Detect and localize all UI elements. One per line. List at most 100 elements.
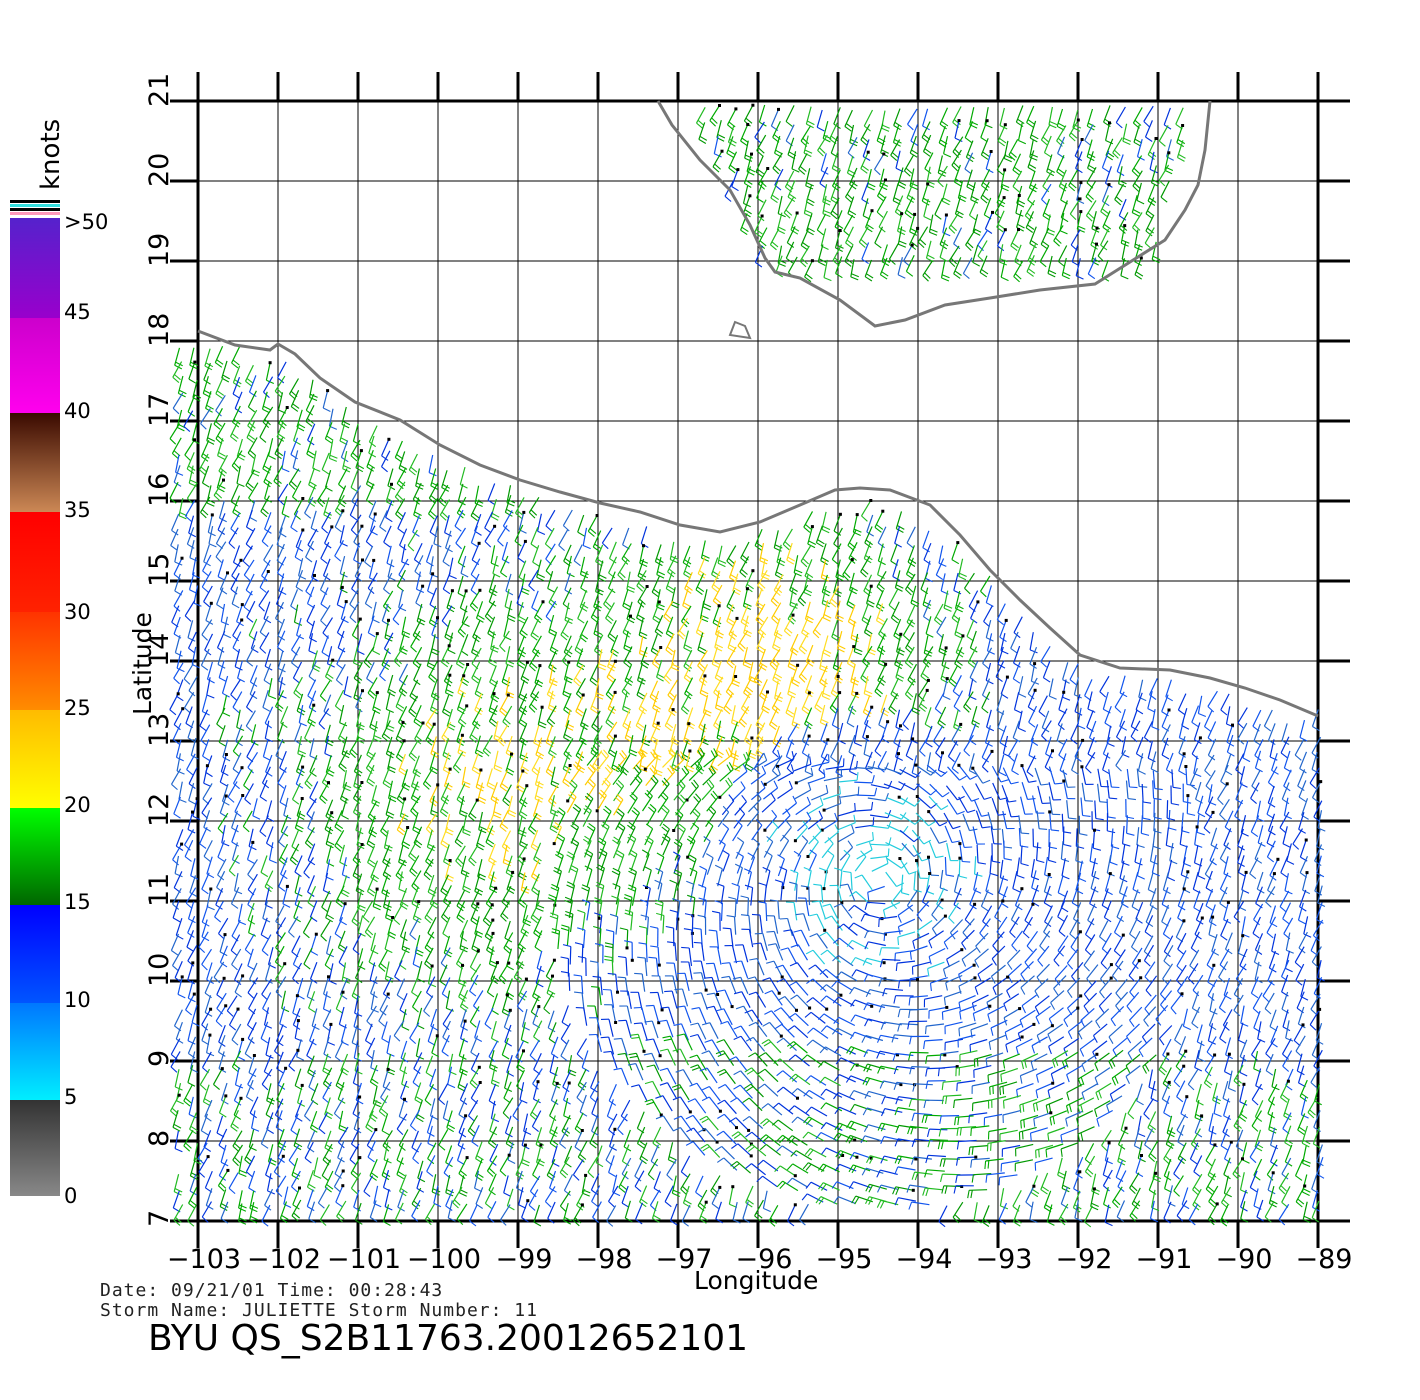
wind-barb <box>220 754 227 772</box>
wind-barb <box>1166 800 1169 819</box>
wind-barb-flag <box>363 661 371 669</box>
rain-flag-dot <box>239 558 243 562</box>
colorbar-segment-1 <box>10 905 60 1003</box>
wind-barb-flag <box>1029 649 1038 654</box>
wind-barb-flag <box>200 739 208 747</box>
wind-barb-flag <box>309 498 317 504</box>
wind-barb-flag <box>413 769 422 775</box>
wind-barb-flag <box>579 606 588 612</box>
wind-barb <box>1205 770 1216 787</box>
wind-barb-flag <box>739 642 746 650</box>
rain-flag-dot <box>375 691 379 695</box>
wind-barb-flag <box>982 194 989 201</box>
wind-barb-flag <box>394 457 403 463</box>
wind-barb-flag <box>1115 196 1123 203</box>
wind-barb <box>184 500 196 517</box>
wind-barb-flag <box>984 124 993 129</box>
wind-barb-flag <box>728 167 736 174</box>
wind-barb-flag <box>850 138 859 144</box>
wind-barb-flag <box>771 707 779 714</box>
rain-flag-dot <box>807 734 811 738</box>
wind-barb-flag <box>339 722 348 727</box>
wind-barb <box>747 737 753 756</box>
wind-barb <box>265 754 273 773</box>
wind-barb-flag <box>545 771 554 778</box>
wind-barb <box>383 632 394 649</box>
wind-barb-flag <box>1027 798 1036 800</box>
wind-barb-flag <box>845 242 853 249</box>
wind-barb-flag <box>370 723 378 729</box>
wind-barb-flag <box>319 695 327 702</box>
wind-barb-flag <box>1102 167 1110 173</box>
wind-barb-flag <box>878 226 886 233</box>
wind-barb-flag <box>624 680 633 686</box>
wind-barb <box>737 630 749 647</box>
wind-barb-flag <box>728 659 735 666</box>
wind-barb-flag <box>802 137 809 145</box>
wind-barb-flag <box>1280 752 1288 759</box>
wind-barb <box>187 631 197 649</box>
wind-barb-flag <box>187 737 196 743</box>
wind-barb-flag <box>823 614 832 619</box>
wind-barb <box>1158 164 1170 181</box>
wind-barb-flag <box>950 224 957 232</box>
wind-barb-flag <box>1256 817 1265 822</box>
wind-barb <box>1041 710 1050 728</box>
wind-barb <box>577 601 586 619</box>
wind-barb-flag <box>776 766 781 775</box>
rain-flag-dot <box>581 693 585 697</box>
wind-barb <box>854 766 873 770</box>
wind-barb <box>232 691 243 708</box>
wind-barb <box>928 795 942 811</box>
wind-barb-flag <box>245 485 253 492</box>
wind-barb-flag <box>326 435 334 441</box>
wind-barb <box>203 810 211 828</box>
wind-barb-flag <box>217 529 226 535</box>
wind-barb-flag <box>858 241 866 248</box>
wind-barb-flag <box>233 561 241 567</box>
wind-barb <box>278 825 289 843</box>
wind-barb-flag <box>820 718 829 724</box>
wind-barb <box>812 616 824 633</box>
wind-barb-flag <box>1101 208 1109 214</box>
wind-barb-flag <box>1021 832 1030 835</box>
wind-barb <box>351 485 362 502</box>
wind-barb-flag <box>818 258 827 263</box>
wind-barb <box>428 482 439 499</box>
wind-barb <box>731 787 746 802</box>
wind-barb <box>830 740 839 758</box>
wind-barb <box>208 525 214 544</box>
wind-barb <box>1106 780 1110 799</box>
wind-barb <box>980 120 988 138</box>
wind-barb-flag <box>950 678 957 685</box>
wind-barb <box>753 752 765 770</box>
wind-barb <box>1126 769 1131 788</box>
wind-barb-flag <box>500 707 508 714</box>
wind-barb-flag <box>854 802 856 812</box>
wind-barb-flag <box>215 410 222 417</box>
rain-flag-dot <box>1167 151 1171 155</box>
wind-barb-flag <box>231 575 238 582</box>
wind-barb-flag <box>385 501 394 506</box>
wind-barb-flag <box>557 810 565 816</box>
wind-barb-flag <box>339 762 347 770</box>
wind-barb-flag <box>396 483 404 490</box>
wind-barb-flag <box>569 782 576 789</box>
wind-barb-flag <box>537 530 546 536</box>
wind-barb-flag <box>922 200 930 206</box>
wind-barb-flag <box>1135 271 1144 277</box>
wind-barb-flag <box>714 597 722 604</box>
wind-barb <box>199 827 208 844</box>
wind-barb-flag <box>1146 227 1154 234</box>
wind-barb <box>306 586 315 604</box>
wind-barb <box>1000 632 1006 651</box>
wind-barb <box>1036 810 1040 829</box>
wind-barb-flag <box>1127 798 1136 801</box>
wind-barb <box>428 454 434 473</box>
wind-barb <box>234 391 243 409</box>
wind-barb-flag <box>428 676 436 683</box>
wind-barb-flag <box>849 183 857 190</box>
wind-barb-flag <box>663 677 670 684</box>
wind-barb-flag <box>979 271 988 278</box>
wind-barb <box>746 811 760 827</box>
